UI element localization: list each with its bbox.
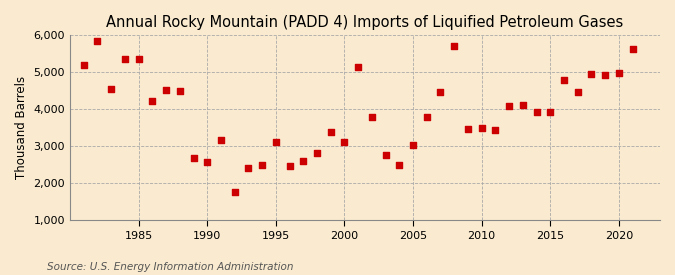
Point <box>408 143 418 147</box>
Point <box>92 39 103 43</box>
Point <box>312 151 323 156</box>
Title: Annual Rocky Mountain (PADD 4) Imports of Liquified Petroleum Gases: Annual Rocky Mountain (PADD 4) Imports o… <box>107 15 624 30</box>
Point <box>243 166 254 170</box>
Point <box>614 71 624 75</box>
Point <box>599 72 610 77</box>
Point <box>367 115 377 119</box>
Point <box>147 99 158 103</box>
Point <box>339 140 350 144</box>
Point <box>572 89 583 94</box>
Point <box>284 164 295 168</box>
Point <box>477 126 487 130</box>
Point <box>325 130 336 134</box>
Point <box>298 159 308 163</box>
Point <box>504 104 514 109</box>
Point <box>271 139 281 144</box>
Point <box>174 89 185 94</box>
Point <box>215 138 226 143</box>
Point <box>518 103 529 107</box>
Point <box>230 190 240 194</box>
Point <box>449 44 460 49</box>
Point <box>627 47 638 52</box>
Point <box>531 110 542 114</box>
Point <box>435 89 446 94</box>
Point <box>394 163 405 167</box>
Point <box>188 156 199 160</box>
Point <box>353 65 364 69</box>
Point <box>545 110 556 114</box>
Text: Source: U.S. Energy Information Administration: Source: U.S. Energy Information Administ… <box>47 262 294 272</box>
Point <box>161 87 171 92</box>
Point <box>421 114 432 119</box>
Point <box>490 128 501 132</box>
Point <box>106 87 117 91</box>
Point <box>78 63 89 67</box>
Point <box>202 160 213 164</box>
Point <box>380 153 391 157</box>
Point <box>586 72 597 76</box>
Point <box>462 127 473 131</box>
Y-axis label: Thousand Barrels: Thousand Barrels <box>15 76 28 179</box>
Point <box>558 78 569 83</box>
Point <box>119 57 130 62</box>
Point <box>256 163 267 167</box>
Point <box>133 56 144 61</box>
